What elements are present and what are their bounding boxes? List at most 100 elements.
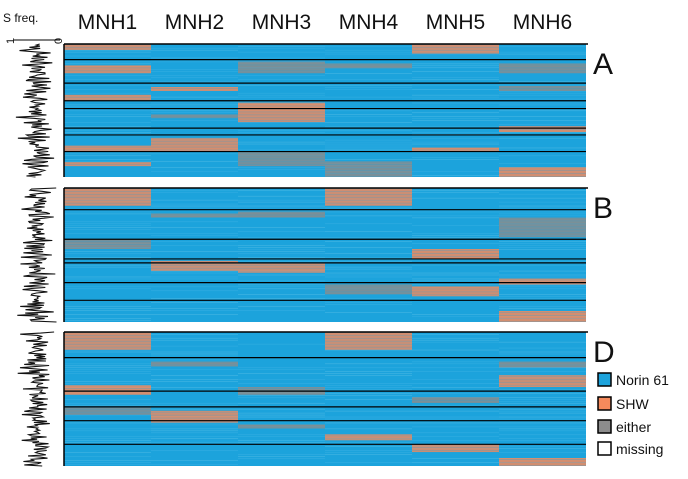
texture-stripe bbox=[238, 253, 325, 254]
texture-stripe bbox=[64, 110, 151, 112]
haplotype-block-shw bbox=[151, 140, 238, 142]
haplotype-block-either bbox=[64, 410, 151, 412]
haplotype-block-shw bbox=[238, 109, 325, 111]
texture-stripe bbox=[151, 106, 238, 108]
texture-stripe bbox=[325, 253, 412, 254]
texture-stripe bbox=[151, 460, 238, 461]
texture-stripe bbox=[325, 237, 412, 238]
texture-stripe bbox=[151, 112, 238, 114]
legend-label-shw: SHW bbox=[616, 396, 649, 412]
texture-stripe bbox=[325, 389, 412, 390]
haplotype-block-shw bbox=[238, 104, 325, 106]
haplotype-block-shw bbox=[151, 269, 238, 271]
haplotype-block-shw bbox=[238, 265, 325, 267]
haplotype-block-shw bbox=[64, 348, 151, 350]
haplotype-block-shw bbox=[151, 410, 238, 412]
haplotype-block-shw bbox=[64, 65, 151, 67]
haplotype-block-shw bbox=[325, 337, 412, 339]
haplotype-block-shw bbox=[238, 110, 325, 112]
haplotype-block-either bbox=[238, 65, 325, 67]
texture-stripe bbox=[412, 349, 499, 351]
haplotype-block-shw bbox=[151, 412, 238, 414]
haplotype-block-shw bbox=[325, 339, 412, 341]
haplotype-block-either bbox=[238, 62, 325, 64]
texture-stripe bbox=[499, 102, 586, 104]
haplotype-block-shw bbox=[151, 145, 238, 147]
texture-stripe bbox=[325, 276, 412, 278]
texture-stripe bbox=[64, 369, 151, 371]
sfreq-profile-line bbox=[15, 43, 55, 178]
haplotype-block-either bbox=[325, 291, 412, 293]
haplotype-block-either bbox=[499, 221, 586, 223]
haplotype-block-shw bbox=[325, 344, 412, 346]
texture-stripe bbox=[412, 133, 499, 135]
haplotype-block-shw bbox=[151, 416, 238, 418]
haplotype-block-shw bbox=[151, 263, 238, 265]
haplotype-block-shw bbox=[151, 144, 238, 146]
texture-stripe bbox=[412, 274, 499, 276]
texture-stripe bbox=[64, 264, 151, 266]
haplotype-block-shw bbox=[325, 348, 412, 350]
haplotype-block-shw bbox=[499, 311, 586, 312]
texture-stripe bbox=[412, 264, 499, 266]
texture-stripe bbox=[151, 408, 238, 410]
haplotype-block-shw bbox=[64, 204, 151, 206]
haplotype-block-shw bbox=[499, 173, 586, 174]
texture-stripe bbox=[499, 92, 586, 94]
texture-stripe bbox=[151, 428, 238, 430]
haplotype-block-shw bbox=[412, 250, 499, 251]
haplotype-block-shw bbox=[412, 49, 499, 51]
texture-stripe bbox=[412, 191, 499, 193]
haplotype-block-shw bbox=[238, 102, 325, 104]
haplotype-block-either bbox=[499, 233, 586, 235]
haplotype-block-shw bbox=[412, 446, 499, 448]
texture-stripe bbox=[151, 71, 238, 72]
haplotype-block-shw bbox=[151, 268, 238, 270]
haplotype-block-shw bbox=[412, 447, 499, 449]
texture-stripe bbox=[325, 96, 412, 98]
haplotype-block-shw bbox=[64, 338, 151, 340]
texture-stripe bbox=[64, 251, 151, 252]
texture-stripe bbox=[151, 278, 238, 280]
texture-stripe bbox=[238, 373, 325, 374]
texture-stripe bbox=[499, 104, 586, 106]
texture-stripe bbox=[412, 440, 499, 441]
haplotype-block-either bbox=[64, 246, 151, 247]
haplotype-block-shw bbox=[64, 195, 151, 197]
texture-stripe bbox=[412, 314, 499, 315]
haplotype-block-shw bbox=[325, 434, 412, 436]
haplotype-block-either bbox=[238, 69, 325, 71]
texture-stripe bbox=[238, 207, 325, 209]
haplotype-block-shw bbox=[412, 255, 499, 257]
haplotype-block-shw bbox=[64, 194, 151, 196]
haplotype-block-either bbox=[412, 397, 499, 398]
texture-stripe bbox=[412, 272, 499, 274]
texture-stripe bbox=[238, 298, 325, 299]
texture-stripe bbox=[499, 351, 586, 353]
haplotype-block-either bbox=[151, 215, 238, 217]
haplotype-block-shw bbox=[412, 50, 499, 52]
texture-stripe bbox=[151, 353, 238, 355]
column-background bbox=[238, 332, 325, 466]
haplotype-block-either bbox=[238, 63, 325, 65]
haplotype-block-either bbox=[325, 65, 412, 67]
haplotype-block-shw bbox=[151, 417, 238, 419]
texture-stripe bbox=[499, 412, 586, 414]
texture-stripe bbox=[151, 167, 238, 168]
haplotype-block-shw bbox=[238, 267, 325, 269]
texture-stripe bbox=[151, 227, 238, 229]
haplotype-block-either bbox=[238, 68, 325, 70]
haplotype-block-shw bbox=[499, 314, 586, 315]
texture-stripe bbox=[151, 96, 238, 98]
texture-stripe bbox=[64, 276, 151, 278]
texture-stripe bbox=[499, 347, 586, 349]
texture-stripe bbox=[151, 233, 238, 234]
haplotype-block-either bbox=[499, 217, 586, 219]
texture-stripe bbox=[238, 149, 325, 151]
haplotype-block-shw bbox=[151, 146, 238, 148]
texture-stripe bbox=[64, 399, 151, 400]
texture-stripe bbox=[151, 85, 238, 86]
haplotype-block-shw bbox=[499, 375, 586, 377]
texture-stripe bbox=[238, 414, 325, 416]
texture-stripe bbox=[412, 217, 499, 219]
